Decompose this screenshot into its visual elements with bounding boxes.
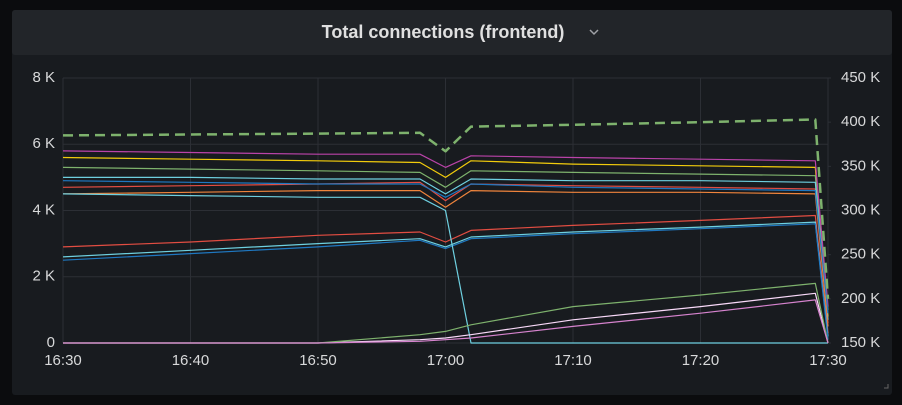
series-line	[62, 180, 829, 314]
series-line	[62, 193, 828, 344]
y2-tick-label: 350 K	[841, 157, 880, 174]
y2-tick-label: 200 K	[841, 290, 880, 307]
x-tick-label: 16:50	[299, 352, 337, 369]
resize-handle[interactable]	[884, 384, 889, 389]
dashed-series-line	[62, 118, 830, 299]
x-tick-label: 17:10	[554, 352, 592, 369]
y2-tick-label: 400 K	[841, 113, 880, 130]
y2-tick-label: 300 K	[841, 201, 880, 218]
y-tick-label: 6 K	[32, 135, 55, 152]
menu-chevron[interactable]	[589, 29, 599, 36]
y-tick-label: 8 K	[32, 69, 55, 86]
x-tick-label: 16:40	[172, 352, 210, 369]
chart-title[interactable]: Total connections (frontend)	[322, 22, 565, 42]
y2-tick-label: 450 K	[841, 69, 880, 86]
y-tick-label: 0	[47, 334, 55, 351]
series-line	[62, 181, 829, 324]
x-tick-label: 17:30	[809, 352, 847, 369]
x-tick-label: 17:00	[427, 352, 465, 369]
series-line	[63, 299, 829, 344]
series-line	[62, 156, 829, 317]
series-line	[62, 166, 829, 310]
x-tick-label: 17:20	[682, 352, 720, 369]
series-line	[62, 190, 829, 327]
x-tick-label: 16:30	[44, 352, 82, 369]
panel-header[interactable]	[12, 10, 892, 55]
y-tick-label: 4 K	[32, 201, 55, 218]
series-line	[62, 214, 829, 334]
y2-tick-label: 250 K	[841, 246, 880, 263]
y-tick-label: 2 K	[32, 268, 55, 285]
series-line	[63, 176, 829, 320]
series-line	[62, 221, 829, 337]
series-line	[62, 223, 829, 340]
y2-tick-label: 150 K	[841, 334, 880, 351]
series-line	[62, 150, 829, 307]
